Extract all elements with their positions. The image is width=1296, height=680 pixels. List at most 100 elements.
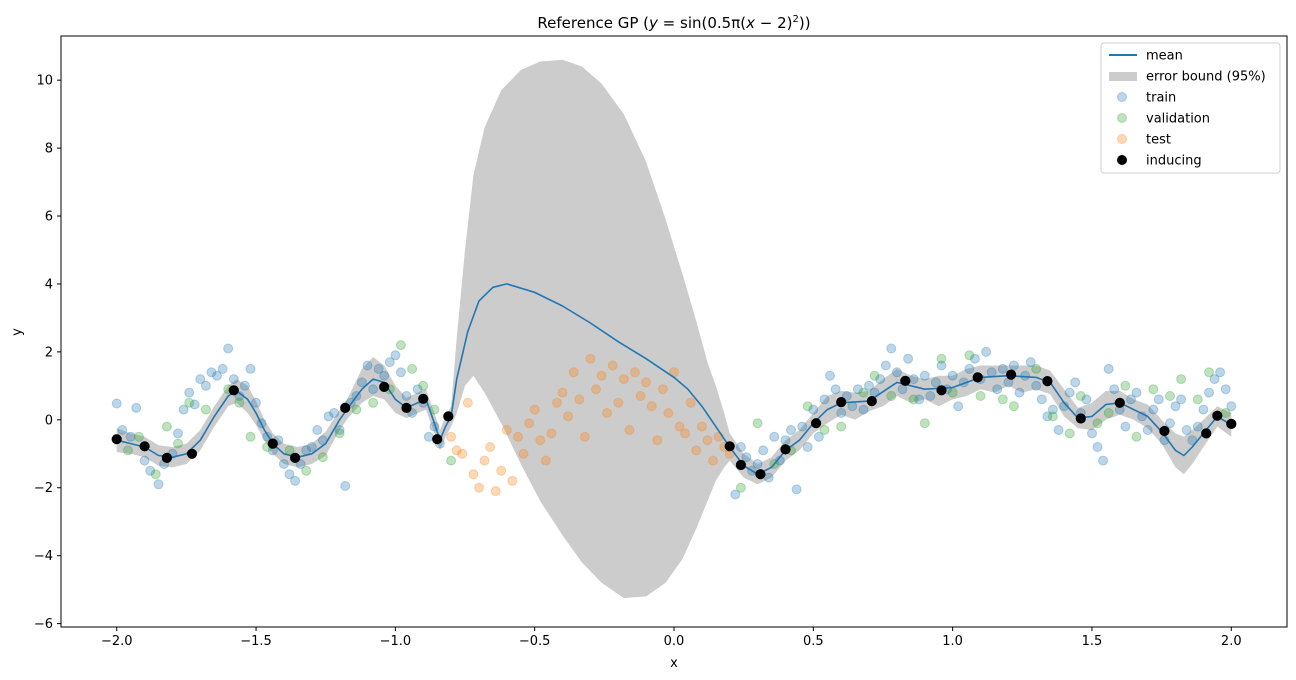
legend-handle-band <box>1109 72 1137 81</box>
train-point <box>1103 363 1114 374</box>
test-point <box>490 486 501 497</box>
test-point <box>674 421 685 432</box>
train-point <box>145 465 156 476</box>
test-point <box>507 475 518 486</box>
validation-point <box>334 428 345 439</box>
validation-point <box>1148 384 1159 395</box>
train-point <box>903 353 914 364</box>
train-point <box>858 404 869 415</box>
inducing-point <box>866 396 877 407</box>
train-point <box>373 363 384 374</box>
train-point <box>797 421 808 432</box>
train-point <box>131 402 142 413</box>
train-point <box>919 370 930 381</box>
inducing-point <box>340 402 351 413</box>
validation-point <box>173 438 183 449</box>
chart-title-prefix: Reference GP ( <box>537 14 649 32</box>
train-point <box>239 380 250 391</box>
test-point <box>596 370 607 381</box>
train-point <box>981 346 992 357</box>
validation-point <box>819 425 830 435</box>
inducing-point <box>1006 369 1017 380</box>
test-point <box>602 408 613 418</box>
validation-point <box>1047 411 1058 422</box>
test-point <box>524 418 535 429</box>
train-point <box>1036 394 1047 405</box>
inducing-point <box>780 444 791 455</box>
train-point <box>997 363 1008 374</box>
train-point <box>1087 428 1097 439</box>
train-point <box>173 428 183 439</box>
y-axis-label: y <box>10 328 25 336</box>
test-point <box>630 367 640 378</box>
validation-point <box>964 350 975 361</box>
train-point <box>953 401 964 412</box>
inducing-point <box>443 411 454 422</box>
train-point <box>223 343 234 354</box>
train-point <box>1170 401 1181 412</box>
validation-point <box>407 363 418 374</box>
train-point <box>189 399 200 410</box>
train-point <box>206 367 217 378</box>
chart-title-x: x <box>745 14 755 32</box>
train-point <box>1204 387 1214 398</box>
train-point <box>763 472 774 483</box>
train-point <box>802 442 813 452</box>
inducing-point <box>1201 428 1212 439</box>
validation-point <box>1075 391 1086 401</box>
inducing-point <box>1114 397 1125 408</box>
inducing-point <box>936 385 947 396</box>
validation-point <box>134 431 144 442</box>
inducing-point <box>900 375 911 386</box>
validation-point <box>735 482 746 493</box>
validation-point <box>869 370 880 381</box>
validation-point <box>997 394 1008 405</box>
test-point <box>618 374 629 385</box>
train-point <box>290 475 301 486</box>
chart-title-rest: = sin(0.5π( <box>658 14 746 32</box>
y-tick-label: 10 <box>36 74 53 89</box>
test-point <box>568 367 579 378</box>
validation-point <box>919 418 930 429</box>
x-tick-label: −1.0 <box>380 634 412 649</box>
x-axis-label: x <box>670 656 678 671</box>
validation-point <box>947 387 958 398</box>
train-point <box>401 391 412 401</box>
y-tick-label: −2 <box>34 481 53 496</box>
validation-point <box>446 455 457 466</box>
legend-handle-validation <box>1117 113 1127 123</box>
test-point <box>457 448 468 459</box>
train-point <box>212 370 222 381</box>
mean-line <box>116 283 1232 475</box>
train-point <box>947 370 958 381</box>
train-point <box>852 384 863 395</box>
test-point <box>657 384 668 395</box>
train-point <box>808 404 819 415</box>
inducing-point <box>724 441 735 452</box>
error-band <box>116 59 1232 599</box>
train-point <box>390 350 401 361</box>
inducing-point <box>111 434 122 445</box>
chart-title: Reference GP (y = sin(0.5π(x − 2)2)) <box>537 14 810 32</box>
test-point <box>563 411 574 422</box>
train-point <box>880 360 891 371</box>
test-point <box>646 401 657 412</box>
validation-point <box>1008 401 1019 412</box>
inducing-point <box>836 397 847 408</box>
train-point <box>1148 404 1159 415</box>
test-point <box>635 391 646 401</box>
validation-point <box>908 394 919 405</box>
legend-handle-test <box>1117 134 1127 144</box>
train-point <box>1109 384 1120 395</box>
legend-label: test <box>1146 133 1171 148</box>
train-point <box>329 408 340 418</box>
test-point <box>702 435 713 446</box>
train-point <box>891 367 902 378</box>
validation-point <box>368 397 379 408</box>
y-tick-label: 2 <box>45 345 53 360</box>
x-tick-label: 1.5 <box>1082 634 1103 649</box>
train-point <box>1142 425 1153 435</box>
train-point <box>423 431 434 442</box>
train-point <box>1014 387 1025 398</box>
train-point <box>200 380 211 391</box>
